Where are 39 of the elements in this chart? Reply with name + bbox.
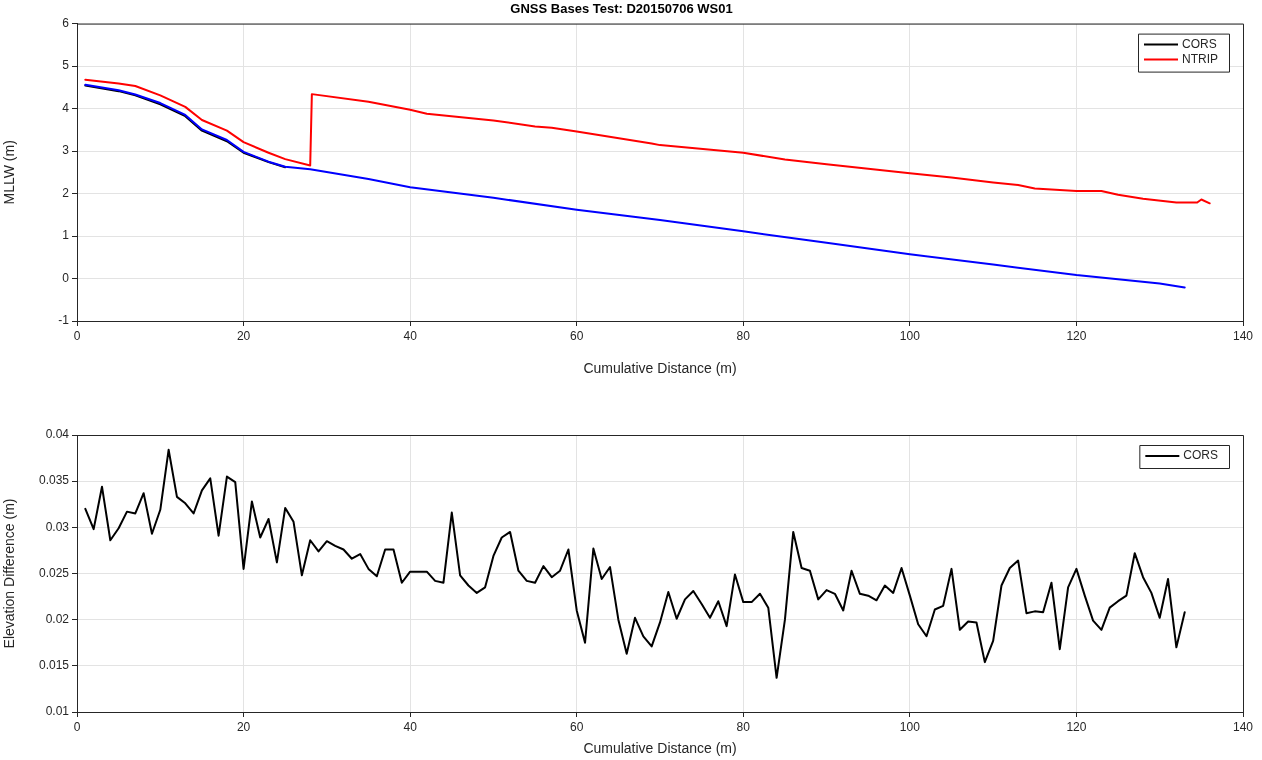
legend-label: CORS [1182,36,1217,51]
y-tick-label: 0.035 [38,473,70,488]
y-tick-label: 0.02 [45,611,70,626]
x-tick-label: 100 [899,328,921,343]
x-tick-label: 140 [1232,328,1254,343]
y-axis-title: MLLW (m) [1,140,18,205]
y-tick-label: 6 [62,15,70,30]
y-tick-label: 3 [62,143,70,158]
x-tick-label: 120 [1066,328,1087,343]
x-tick-label: 0 [73,328,81,343]
x-axis-title: Cumulative Distance (m) [583,740,737,757]
y-tick-label: 4 [62,100,70,115]
chart-title: GNSS Bases Test: D20150706 WS01 [510,1,733,17]
x-tick-label: 60 [570,328,584,343]
x-tick-label: 40 [403,328,418,343]
y-axis-title: Elevation Difference (m) [1,498,18,649]
y-tick-label: 0.03 [45,519,70,534]
x-tick-label: 100 [899,719,921,734]
x-tick-label: 120 [1066,719,1087,734]
y-tick-label: 0.01 [45,704,70,719]
y-tick-label: 0.015 [38,658,70,673]
x-tick-label: 80 [736,328,751,343]
y-tick-label: 0 [62,270,70,285]
x-tick-label: 80 [736,719,751,734]
y-tick-label: 2 [62,185,70,200]
x-axis-title: Cumulative Distance (m) [583,360,737,377]
y-tick-label: 0.025 [38,565,70,580]
y-tick-label: 5 [62,58,70,73]
legend-label: NTRIP [1182,51,1218,66]
y-tick-label: -1 [58,313,70,328]
x-tick-label: 40 [403,719,418,734]
y-tick-label: 0.04 [45,427,70,442]
x-tick-label: 0 [73,719,81,734]
y-tick-label: 1 [62,228,70,243]
x-tick-label: 20 [236,328,251,343]
x-tick-label: 60 [570,719,584,734]
legend-label: CORS [1183,448,1218,463]
x-tick-label: 140 [1232,719,1254,734]
x-tick-label: 20 [236,719,251,734]
